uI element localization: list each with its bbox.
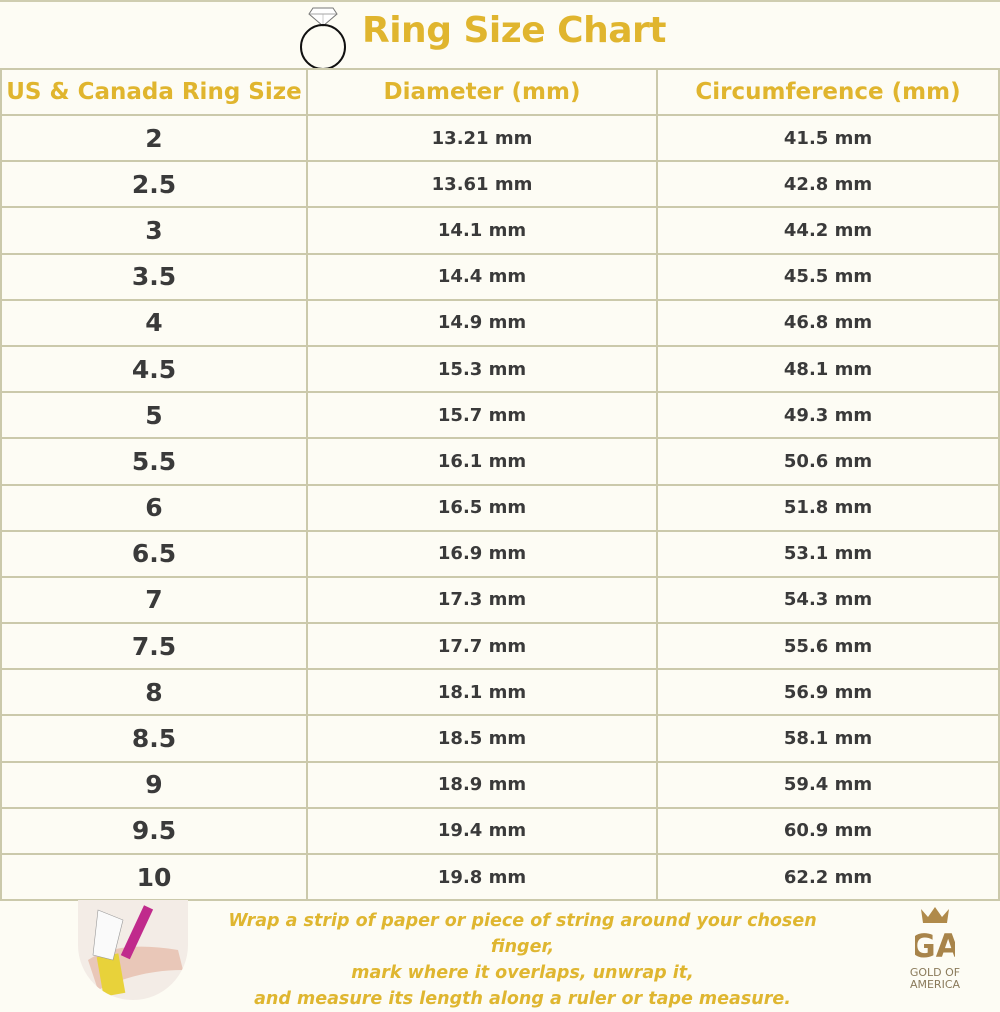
svg-text:GA: GA	[915, 927, 955, 963]
circumference-cell: 54.3 mm	[656, 575, 1000, 625]
circumference-cell: 56.9 mm	[656, 668, 1000, 717]
ring-size-cell: 6	[0, 483, 308, 532]
circumference-cell: 51.8 mm	[656, 483, 1000, 532]
circumference-cell: 59.4 mm	[656, 760, 1000, 809]
ring-size-cell: 8	[0, 668, 308, 717]
diameter-cell: 14.9 mm	[306, 298, 658, 347]
circumference-cell: 60.9 mm	[656, 806, 1000, 856]
instruction-line: Wrap a strip of paper or piece of string…	[228, 911, 817, 957]
diameter-cell: 16.1 mm	[306, 437, 658, 486]
diameter-cell: 14.1 mm	[306, 206, 658, 255]
diameter-cell: 13.21 mm	[306, 113, 658, 163]
table-row: 3 14.1 mm 44.2 mm	[0, 206, 1000, 255]
diameter-cell: 16.9 mm	[306, 529, 658, 578]
circumference-cell: 45.5 mm	[656, 252, 1000, 301]
ring-size-cell: 7	[0, 575, 308, 625]
logo-line2: AMERICA	[909, 978, 961, 991]
diameter-cell: 19.8 mm	[306, 852, 658, 902]
ring-size-cell: 9.5	[0, 806, 308, 856]
ring-size-cell: 10	[0, 852, 308, 902]
title-row: Ring Size Chart	[0, 0, 1000, 70]
diameter-cell: 13.61 mm	[306, 160, 658, 209]
circumference-cell: 50.6 mm	[656, 437, 1000, 486]
circumference-cell: 49.3 mm	[656, 391, 1000, 440]
circumference-cell: 58.1 mm	[656, 714, 1000, 763]
table-row: 6 16.5 mm 51.8 mm	[0, 483, 1000, 532]
gold-of-america-logo: GA GOLD OF AMERICA	[900, 905, 970, 991]
footer: Wrap a strip of paper or piece of string…	[0, 900, 1000, 1009]
ring-size-cell: 5.5	[0, 437, 308, 486]
circumference-cell: 62.2 mm	[656, 852, 1000, 902]
diameter-cell: 18.5 mm	[306, 714, 658, 763]
instruction-line: and measure its length along a ruler or …	[254, 989, 791, 1009]
header-diameter: Diameter (mm)	[306, 68, 658, 116]
ring-size-cell: 7.5	[0, 622, 308, 671]
table-row: 5.5 16.1 mm 50.6 mm	[0, 437, 1000, 486]
table-row: 3.5 14.4 mm 45.5 mm	[0, 252, 1000, 301]
circumference-cell: 44.2 mm	[656, 206, 1000, 255]
table-row: 9 18.9 mm 59.4 mm	[0, 760, 1000, 809]
diameter-cell: 18.9 mm	[306, 760, 658, 809]
table-row: 2.5 13.61 mm 42.8 mm	[0, 160, 1000, 209]
logo-line1: GOLD OF	[909, 966, 961, 979]
header-circumference: Circumference (mm)	[656, 68, 1000, 116]
table-header-row: US & Canada Ring Size Diameter (mm) Circ…	[0, 68, 1000, 116]
ring-size-cell: 9	[0, 760, 308, 809]
circumference-cell: 55.6 mm	[656, 622, 1000, 671]
table-row: 8.5 18.5 mm 58.1 mm	[0, 714, 1000, 763]
table-row: 6.5 16.9 mm 53.1 mm	[0, 529, 1000, 578]
finger-measuring-photo	[78, 900, 188, 1000]
ring-size-cell: 5	[0, 391, 308, 440]
diameter-cell: 14.4 mm	[306, 252, 658, 301]
crown-monogram-icon: GA	[909, 907, 961, 965]
table-row: 4.5 15.3 mm 48.1 mm	[0, 344, 1000, 394]
table-row: 9.5 19.4 mm 60.9 mm	[0, 806, 1000, 856]
measuring-instructions: Wrap a strip of paper or piece of string…	[200, 908, 845, 1012]
ring-size-cell: 3.5	[0, 252, 308, 301]
circumference-cell: 42.8 mm	[656, 160, 1000, 209]
table-row: 7.5 17.7 mm 55.6 mm	[0, 622, 1000, 671]
circumference-cell: 46.8 mm	[656, 298, 1000, 347]
ring-size-cell: 4.5	[0, 344, 308, 394]
table-row: 8 18.1 mm 56.9 mm	[0, 668, 1000, 717]
table-row: 5 15.7 mm 49.3 mm	[0, 391, 1000, 440]
diameter-cell: 18.1 mm	[306, 668, 658, 717]
ring-size-cell: 2	[0, 113, 308, 163]
table-row: 4 14.9 mm 46.8 mm	[0, 298, 1000, 347]
table-row: 2 13.21 mm 41.5 mm	[0, 113, 1000, 163]
diameter-cell: 19.4 mm	[306, 806, 658, 856]
ring-size-table: US & Canada Ring Size Diameter (mm) Circ…	[0, 68, 1000, 902]
ring-size-cell: 8.5	[0, 714, 308, 763]
circumference-cell: 41.5 mm	[656, 113, 1000, 163]
diamond-ring-icon	[300, 7, 346, 70]
ring-size-cell: 4	[0, 298, 308, 347]
table-row: 10 19.8 mm 62.2 mm	[0, 852, 1000, 902]
diameter-cell: 17.7 mm	[306, 622, 658, 671]
page-title: Ring Size Chart	[362, 10, 666, 51]
ring-size-cell: 6.5	[0, 529, 308, 578]
ring-size-cell: 2.5	[0, 160, 308, 209]
diameter-cell: 15.7 mm	[306, 391, 658, 440]
instruction-line: mark where it overlaps, unwrap it,	[351, 963, 694, 983]
diameter-cell: 17.3 mm	[306, 575, 658, 625]
ring-size-cell: 3	[0, 206, 308, 255]
table-row: 7 17.3 mm 54.3 mm	[0, 575, 1000, 625]
header-ring-size: US & Canada Ring Size	[0, 68, 308, 116]
diameter-cell: 15.3 mm	[306, 344, 658, 394]
circumference-cell: 48.1 mm	[656, 344, 1000, 394]
diameter-cell: 16.5 mm	[306, 483, 658, 532]
circumference-cell: 53.1 mm	[656, 529, 1000, 578]
